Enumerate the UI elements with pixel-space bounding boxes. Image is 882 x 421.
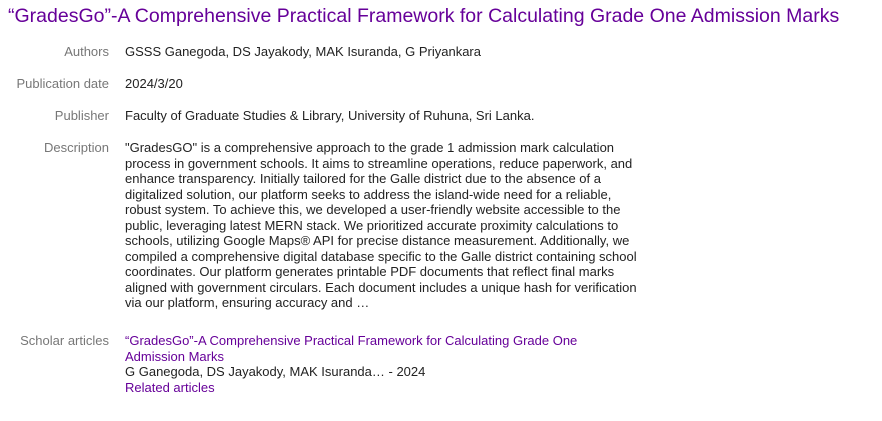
- scholar-articles-label: Scholar articles: [20, 333, 109, 348]
- publication-date-label: Publication date: [16, 76, 109, 91]
- description-label: Description: [43, 140, 109, 155]
- publication-date-value: 2024/3/20: [125, 76, 183, 91]
- publisher-value: Faculty of Graduate Studies & Library, U…: [125, 108, 535, 123]
- authors-label: Authors: [64, 44, 109, 59]
- authors-value: GSSS Ganegoda, DS Jayakody, MAK Isuranda…: [125, 44, 481, 59]
- related-articles-link[interactable]: Related articles: [125, 379, 215, 395]
- description-text: "GradesGO" is a comprehensive approach t…: [125, 140, 637, 310]
- scholar-articles-value: “GradesGo”-A Comprehensive Practical Fra…: [125, 333, 595, 395]
- scholar-article-title-link[interactable]: “GradesGo”-A Comprehensive Practical Fra…: [125, 333, 578, 364]
- scholar-article-authors: G Ganegoda, DS Jayakody, MAK Isuranda… -…: [125, 364, 426, 379]
- article-title-link[interactable]: “GradesGo”-A Comprehensive Practical Fra…: [8, 5, 840, 27]
- publisher-label: Publisher: [54, 108, 109, 123]
